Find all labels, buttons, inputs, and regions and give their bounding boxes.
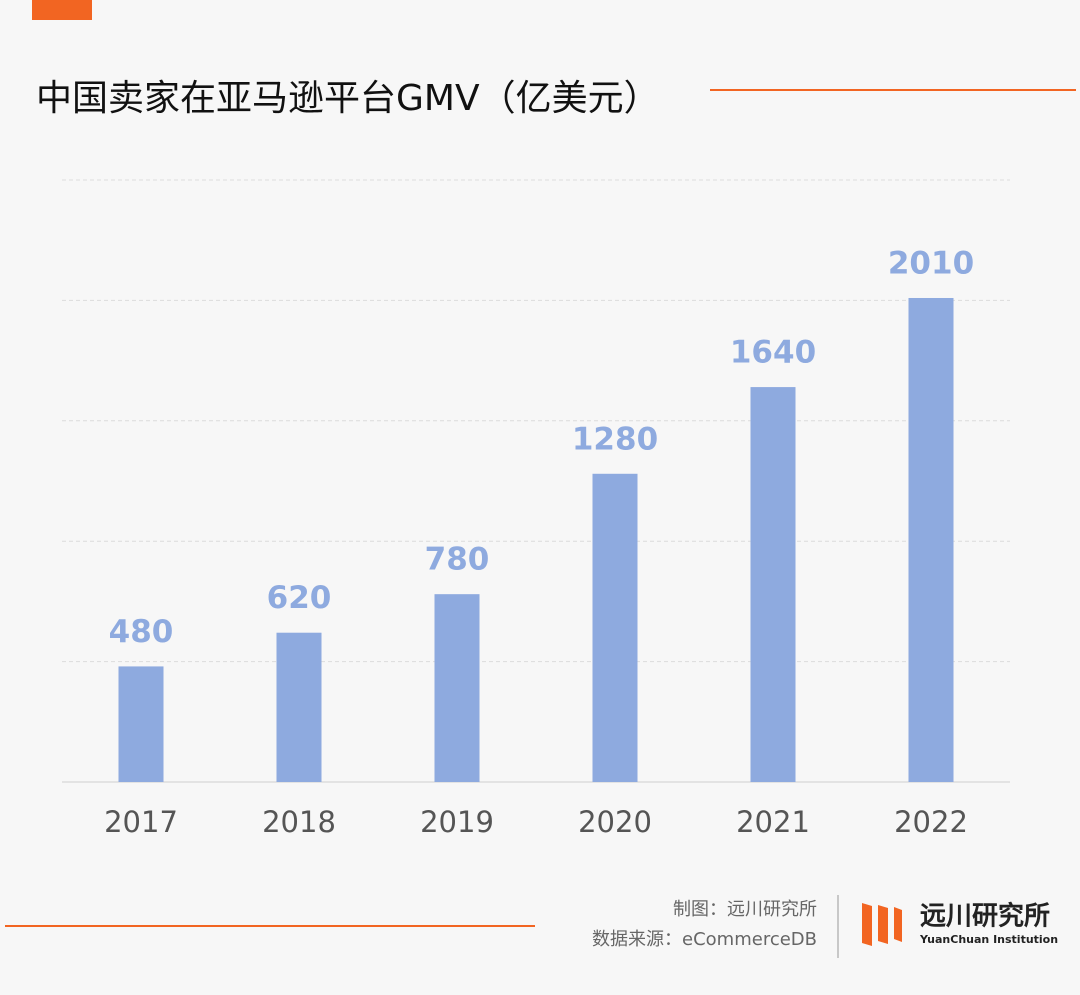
source: 数据来源：eCommerceDB bbox=[592, 929, 817, 950]
bar bbox=[908, 297, 954, 782]
value-label: 620 bbox=[267, 580, 332, 616]
chart-title: 中国卖家在亚马逊平台GMV（亿美元） bbox=[36, 78, 660, 119]
bar bbox=[592, 473, 638, 782]
bar bbox=[276, 632, 322, 782]
brand-name: 远川研究所 bbox=[920, 901, 1050, 932]
bar bbox=[434, 594, 480, 782]
logo-bar bbox=[862, 903, 872, 946]
x-tick-label: 2020 bbox=[578, 805, 652, 839]
logo-bar bbox=[894, 907, 902, 942]
x-tick-label: 2018 bbox=[262, 805, 336, 839]
x-tick-label: 2022 bbox=[894, 805, 968, 839]
x-tick-label: 2019 bbox=[420, 805, 494, 839]
bar bbox=[118, 666, 164, 782]
value-label: 780 bbox=[425, 542, 490, 578]
bar bbox=[750, 387, 796, 782]
logo-bar bbox=[878, 905, 888, 944]
accent-block bbox=[32, 0, 92, 20]
value-label: 1640 bbox=[730, 335, 816, 371]
value-label: 480 bbox=[109, 614, 174, 650]
value-label: 2010 bbox=[888, 245, 974, 281]
brand-subtitle: YuanChuan Institution bbox=[919, 933, 1058, 946]
logo bbox=[862, 903, 902, 946]
credit: 制图：远川研究所 bbox=[673, 899, 817, 920]
value-label: 1280 bbox=[572, 421, 658, 457]
x-tick-label: 2021 bbox=[736, 805, 810, 839]
x-tick-label: 2017 bbox=[104, 805, 178, 839]
